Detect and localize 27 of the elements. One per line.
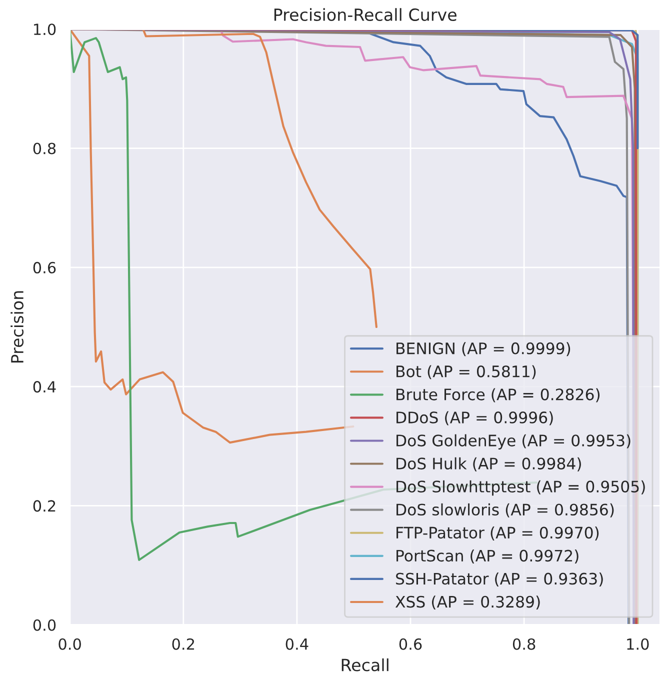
chart-title: Precision-Recall Curve: [274, 8, 456, 22]
y-axis-title: Precision: [10, 291, 24, 363]
legend-label: DDoS (AP = 0.9996): [396, 411, 553, 426]
legend-label: DoS Slowhttptest (AP = 0.9505): [396, 480, 645, 496]
y-tick-label: 0.2: [33, 500, 56, 512]
legend-label: BENIGN (AP = 0.9999): [396, 342, 570, 356]
legend-label: SSH-Patator (AP = 0.9363): [396, 572, 603, 587]
legend-label: FTP-Patator (AP = 0.9970): [396, 526, 599, 540]
legend-label: XSS (AP = 0.3289): [395, 596, 540, 610]
y-tick-label: 0.4: [33, 381, 56, 393]
y-tick-label: 0.6: [33, 262, 56, 274]
x-tick-label: 0.8: [512, 638, 536, 650]
y-tick-label: 1.0: [34, 24, 56, 36]
x-tick-label: 0.6: [399, 638, 422, 650]
legend-label: Brute Force (AP = 0.2826): [396, 388, 600, 402]
y-tick-label: 0.8: [33, 142, 56, 154]
legend-label: DoS GoldenEye (AP = 0.9953): [396, 434, 630, 450]
x-tick-label: 0.0: [58, 638, 81, 650]
x-axis-title: Recall: [342, 658, 388, 672]
legend-label: PortScan (AP = 0.9972): [396, 550, 578, 564]
legend-label: DoS Hulk (AP = 0.9984): [396, 457, 581, 472]
legend-label: Bot (AP = 0.5811): [396, 365, 536, 380]
x-tick-label: 1.0: [627, 638, 649, 650]
legend-label: DoS slowloris (AP = 0.9856): [396, 503, 614, 518]
x-tick-label: 0.2: [172, 638, 194, 650]
x-tick-label: 0.4: [286, 638, 308, 650]
y-tick-label: 0.0: [33, 619, 56, 631]
